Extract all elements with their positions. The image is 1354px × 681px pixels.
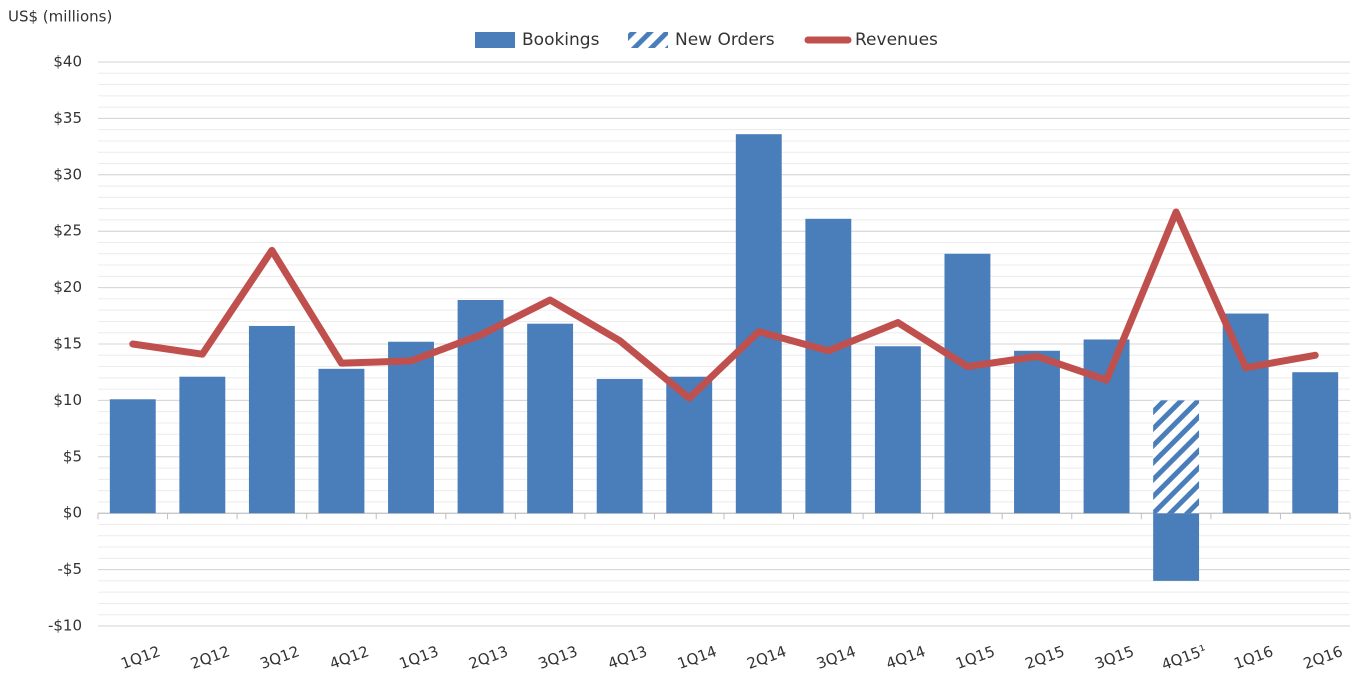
legend-label: Revenues xyxy=(855,30,938,50)
x-tick-label: 3Q12 xyxy=(258,642,302,673)
bar xyxy=(805,218,852,514)
bar xyxy=(318,368,365,514)
x-tick-label: 4Q12 xyxy=(327,642,371,673)
y-tick-label: -$10 xyxy=(48,617,82,635)
x-tick-label: 1Q15 xyxy=(953,642,997,673)
y-tick-label: $30 xyxy=(53,165,82,183)
x-tick-label: 1Q12 xyxy=(119,642,163,673)
bar xyxy=(388,341,434,514)
bar xyxy=(1153,513,1200,581)
legend-label: Bookings xyxy=(522,30,600,50)
line xyxy=(129,208,1319,402)
x-tick-label: 2Q14 xyxy=(745,642,789,673)
y-tick-label: $0 xyxy=(63,504,82,522)
y-tick-label: $25 xyxy=(53,222,82,240)
y-tick-label: $15 xyxy=(53,335,82,353)
x-tick-label: 1Q13 xyxy=(397,642,441,673)
x-tick-label: 3Q14 xyxy=(814,642,858,673)
bar xyxy=(596,378,643,514)
bar xyxy=(248,325,295,514)
y-tick-label: $5 xyxy=(63,447,82,465)
x-tick-label: 4Q13 xyxy=(605,642,649,673)
bar xyxy=(527,323,574,514)
y-axis-label: US$ (millions) xyxy=(8,8,112,26)
y-tick-label: -$5 xyxy=(58,560,83,578)
y-tick-label: $20 xyxy=(53,278,82,296)
y-tick-label: $40 xyxy=(53,53,82,71)
x-tick-label: 4Q14 xyxy=(884,642,928,673)
x-tick-label: 3Q13 xyxy=(536,642,580,673)
bar xyxy=(874,346,921,514)
x-tick-label: 2Q16 xyxy=(1301,642,1345,673)
legend-label: New Orders xyxy=(675,30,775,50)
x-tick-label: 4Q15¹ xyxy=(1159,641,1209,674)
bar xyxy=(179,376,226,514)
bar xyxy=(944,253,991,514)
bar xyxy=(1014,350,1060,514)
bar xyxy=(735,134,782,514)
y-tick-label: $35 xyxy=(53,109,82,127)
bar xyxy=(1083,339,1130,514)
legend-swatch xyxy=(475,32,515,48)
x-tick-label: 2Q12 xyxy=(188,642,232,673)
x-tick-label: 1Q16 xyxy=(1231,642,1275,673)
x-tick-label: 1Q14 xyxy=(675,642,719,673)
bar xyxy=(109,399,156,514)
legend-swatch xyxy=(628,32,668,48)
x-tick-label: 2Q15 xyxy=(1023,642,1067,673)
x-tick-label: 2Q13 xyxy=(466,642,510,673)
y-tick-label: $10 xyxy=(53,391,82,409)
bar xyxy=(1292,372,1339,514)
hatched-bar xyxy=(1153,400,1200,514)
bar xyxy=(1222,313,1269,514)
x-tick-label: 3Q15 xyxy=(1092,642,1136,673)
